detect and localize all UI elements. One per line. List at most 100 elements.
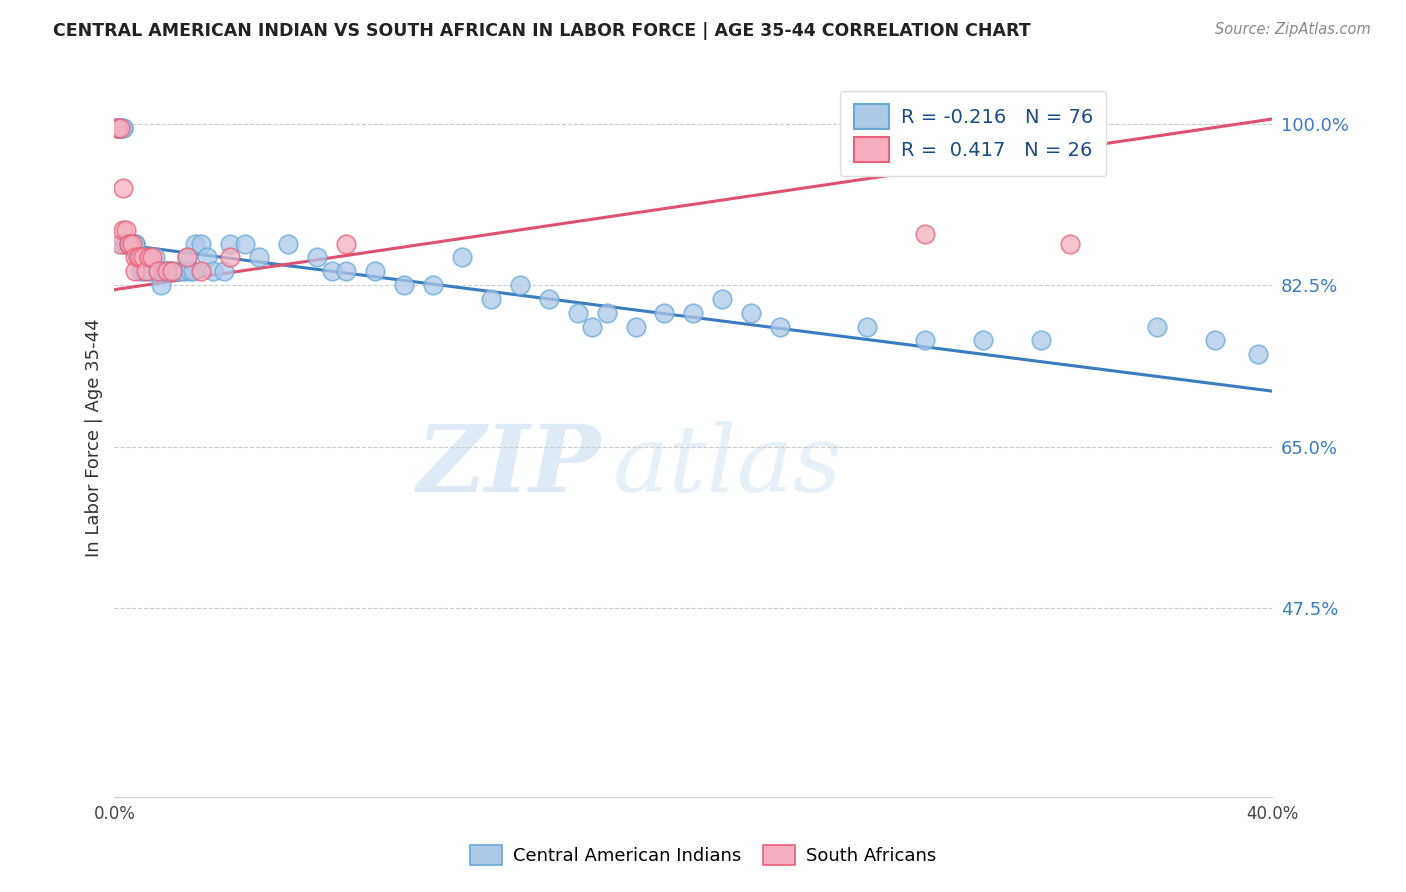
Point [138,251,160,265]
Point [141,251,163,265]
Point [740,306,762,320]
Point [121,236,143,251]
Point [118,236,141,251]
Point [149,278,172,293]
Point [184,236,207,251]
Point [108,121,131,136]
Point [124,236,146,251]
Point [121,236,143,251]
Point [135,264,157,278]
Point [112,121,135,136]
Point [115,236,138,251]
Point [422,278,444,293]
Point [321,264,343,278]
Point [219,251,242,265]
Point [115,236,138,251]
Point [152,264,174,278]
Point [155,264,177,278]
Point [711,292,734,306]
Point [108,236,131,251]
Point [195,251,218,265]
Point [146,264,169,278]
Point [654,306,676,320]
Point [105,121,128,136]
Point [335,264,357,278]
Point [118,236,141,251]
Point [233,236,256,251]
Point [176,251,198,265]
Point [155,264,177,278]
Point [112,181,135,195]
Point [190,264,212,278]
Point [141,264,163,278]
Legend: Central American Indians, South Africans: Central American Indians, South Africans [463,838,943,872]
Point [581,319,603,334]
Point [682,306,704,320]
Point [181,264,204,278]
Point [108,121,131,136]
Point [567,306,589,320]
Point [105,121,128,136]
Legend: R = -0.216   N = 76, R =  0.417   N = 26: R = -0.216 N = 76, R = 0.417 N = 26 [841,91,1107,176]
Point [108,121,131,136]
Point [118,236,141,251]
Point [135,251,157,265]
Point [277,236,299,251]
Point [1146,319,1168,334]
Point [537,292,560,306]
Point [118,236,141,251]
Point [127,251,149,265]
Point [124,264,146,278]
Point [914,227,936,242]
Point [1059,236,1081,251]
Point [247,251,270,265]
Point [127,251,149,265]
Point [118,236,141,251]
Point [162,264,184,278]
Point [307,251,329,265]
Point [157,264,180,278]
Point [914,334,936,348]
Point [132,251,155,265]
Point [127,251,149,265]
Point [105,121,128,136]
Point [450,251,472,265]
Point [112,121,135,136]
Point [124,251,146,265]
Point [129,251,152,265]
Point [1204,334,1226,348]
Point [138,264,160,278]
Point [479,292,502,306]
Point [392,278,415,293]
Point [179,264,201,278]
Text: ZIP: ZIP [416,421,600,511]
Point [769,319,792,334]
Point [364,264,387,278]
Point [595,306,617,320]
Point [129,264,152,278]
Point [509,278,531,293]
Point [108,121,131,136]
Point [624,319,647,334]
Point [132,264,155,278]
Point [167,264,190,278]
Text: Source: ZipAtlas.com: Source: ZipAtlas.com [1215,22,1371,37]
Point [112,222,135,236]
Point [105,121,128,136]
Point [129,251,152,265]
Point [219,236,242,251]
Point [124,236,146,251]
Point [124,236,146,251]
Text: atlas: atlas [613,421,842,511]
Point [112,236,135,251]
Point [121,236,143,251]
Point [162,264,184,278]
Point [335,236,357,251]
Point [972,334,994,348]
Point [214,264,236,278]
Text: CENTRAL AMERICAN INDIAN VS SOUTH AFRICAN IN LABOR FORCE | AGE 35-44 CORRELATION : CENTRAL AMERICAN INDIAN VS SOUTH AFRICAN… [53,22,1031,40]
Point [190,236,212,251]
Point [176,251,198,265]
Point [1247,347,1270,361]
Point [143,251,166,265]
